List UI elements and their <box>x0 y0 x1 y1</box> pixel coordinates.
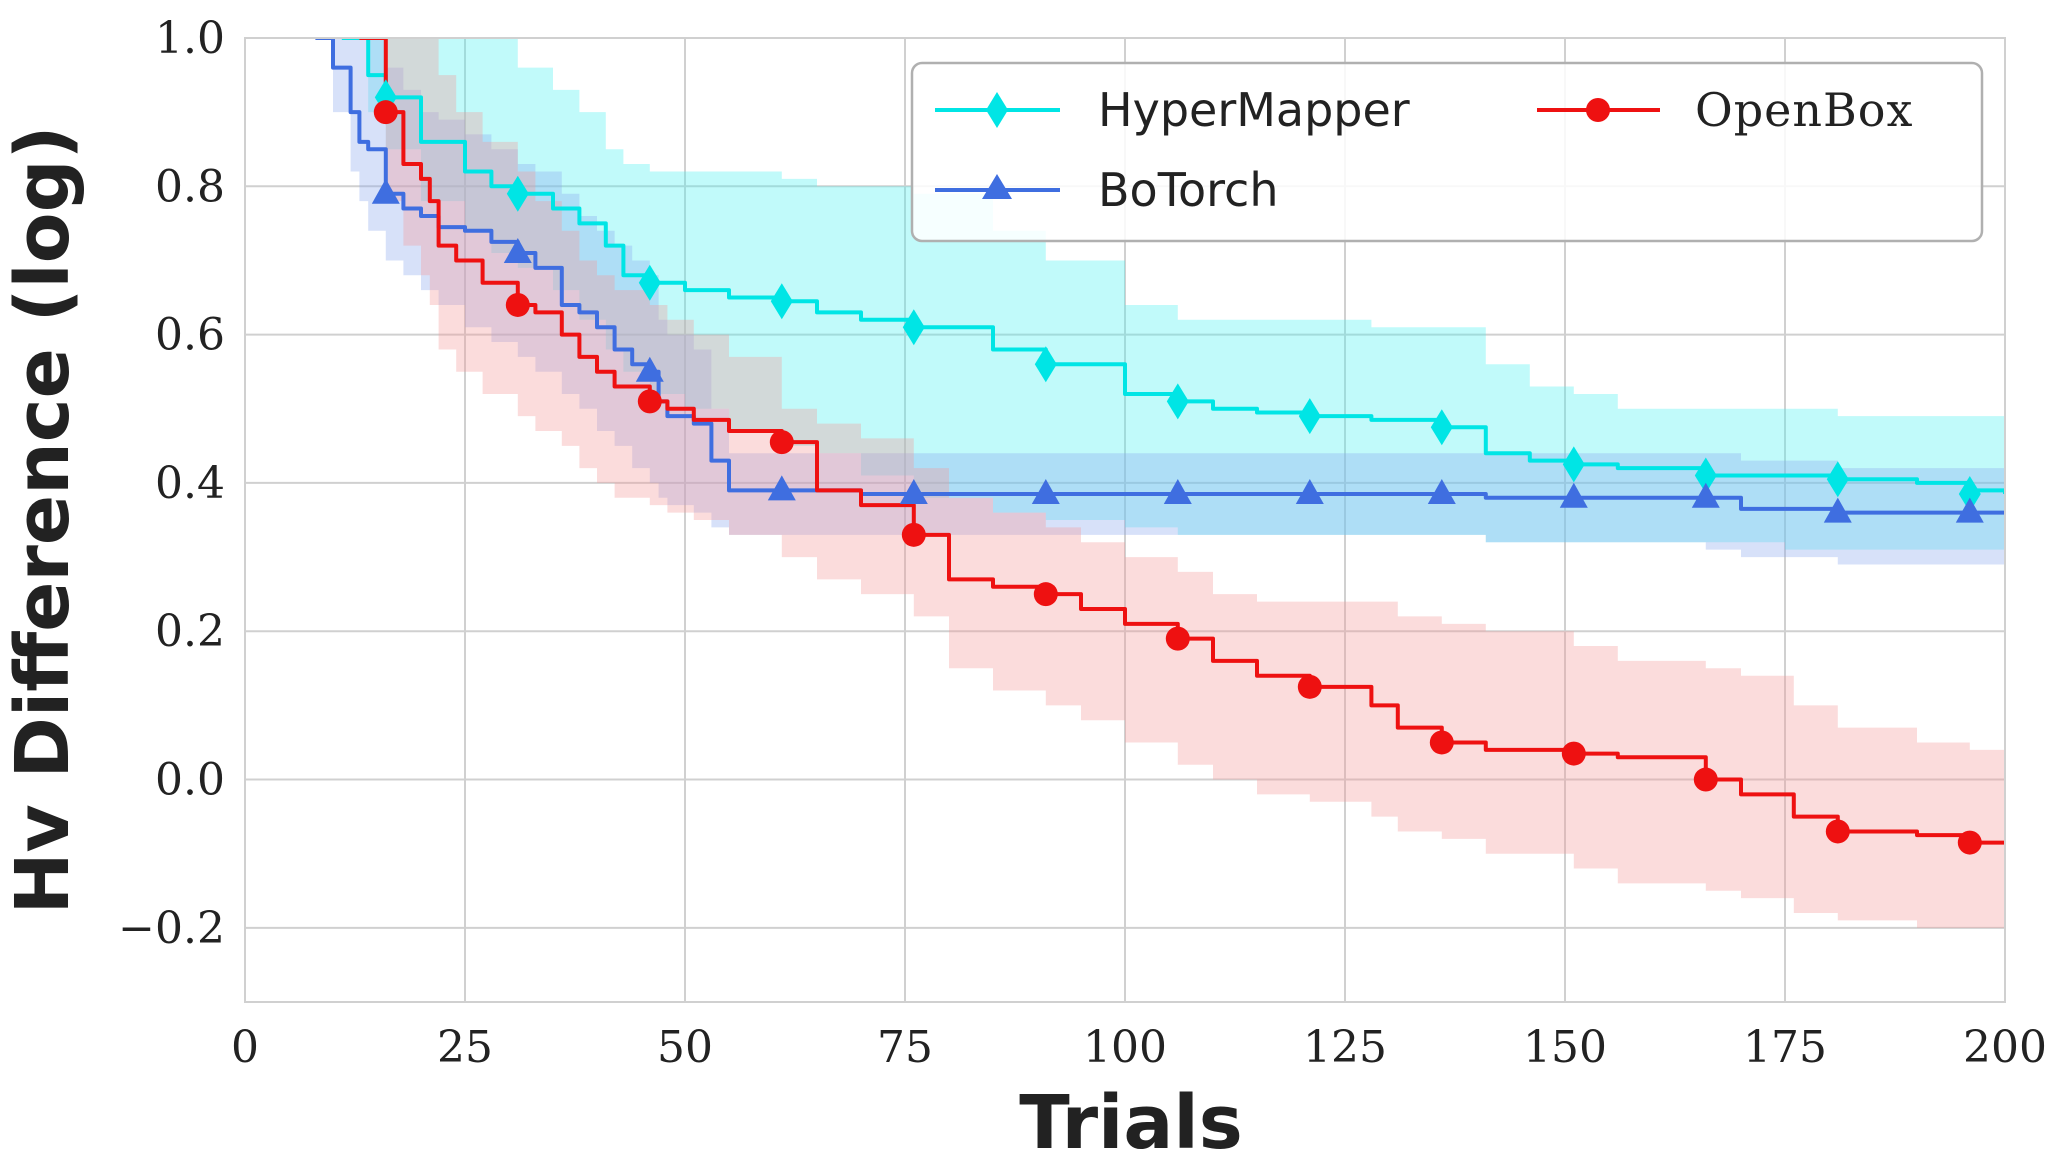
openbox-marker <box>637 389 662 414</box>
openbox-marker <box>1429 730 1454 755</box>
hypermapper-marker <box>902 309 925 346</box>
y-axis-title: Hv Difference (log) <box>0 126 86 915</box>
openbox-marker <box>901 522 926 547</box>
openbox-marker <box>1825 819 1850 844</box>
x-tick-label: 75 <box>877 1022 933 1073</box>
openbox-marker <box>1165 626 1190 651</box>
x-tick-label: 150 <box>1523 1022 1607 1073</box>
openbox-line <box>359 38 2005 845</box>
legend-label-botorch: BoTorch <box>1098 163 1278 217</box>
openbox-marker <box>1033 582 1058 607</box>
botorch-marker <box>1427 479 1456 505</box>
series-markers <box>371 79 1984 855</box>
y-tick-label: 1.0 <box>155 13 225 64</box>
openbox-marker <box>1297 674 1322 699</box>
openbox-marker <box>1957 830 1982 855</box>
hypermapper-marker <box>1166 383 1189 420</box>
x-axis-title: Trials <box>1019 1080 1243 1158</box>
legend-marker-openbox <box>1586 98 1610 122</box>
legend-label-hypermapper: HyperMapper <box>1098 83 1410 137</box>
y-tick-label: 0.8 <box>155 161 225 212</box>
botorch-marker <box>767 475 796 501</box>
x-tick-label: 50 <box>657 1022 713 1073</box>
botorch-marker <box>1691 482 1720 508</box>
x-tick-label: 0 <box>231 1022 259 1073</box>
x-tick-label: 125 <box>1303 1022 1387 1073</box>
x-tick-label: 25 <box>437 1022 493 1073</box>
legend: HyperMapper BoTorch OpenBox <box>910 61 1984 243</box>
plot-frame <box>244 37 2006 1003</box>
y-tick-label: 0.2 <box>155 606 225 657</box>
y-tick-label: 0.6 <box>155 310 225 361</box>
x-tick-label: 175 <box>1743 1022 1827 1073</box>
y-tick-label: 0.0 <box>155 755 225 806</box>
hypermapper-marker <box>1958 476 1981 513</box>
botorch-marker <box>371 178 400 204</box>
botorch-marker <box>1163 479 1192 505</box>
hypermapper-marker <box>1298 398 1321 435</box>
botorch-marker <box>1031 479 1060 505</box>
botorch-line <box>315 38 2005 515</box>
hypermapper-marker <box>1826 461 1849 498</box>
y-tick-labels: −0.2 0.0 0.2 0.4 0.6 0.8 1.0 <box>118 13 225 954</box>
hypermapper-marker <box>638 264 661 301</box>
y-tick-label: −0.2 <box>118 903 225 954</box>
legend-marker-botorch <box>982 174 1012 199</box>
botorch-marker <box>1559 482 1588 508</box>
hypermapper-marker <box>1694 457 1717 494</box>
legend-label-openbox: OpenBox <box>1695 83 1913 137</box>
x-tick-label: 200 <box>1963 1022 2047 1073</box>
botorch-marker <box>1295 479 1324 505</box>
legend-box <box>910 61 1984 243</box>
y-tick-label: 0.4 <box>155 458 225 509</box>
hypermapper-marker <box>770 283 793 320</box>
botorch-marker <box>1955 497 1984 523</box>
openbox-marker <box>505 292 530 317</box>
openbox-band <box>359 38 2005 928</box>
openbox-marker <box>1693 767 1718 792</box>
openbox-marker <box>769 430 794 455</box>
legend-marker-hypermapper <box>986 92 1008 128</box>
botorch-marker <box>635 356 664 382</box>
botorch-marker <box>1823 497 1852 523</box>
x-tick-labels: 0 25 50 75 100 125 150 175 200 <box>231 1022 2047 1073</box>
openbox-marker <box>373 100 398 125</box>
hypermapper-marker <box>506 175 529 212</box>
x-tick-label: 100 <box>1083 1022 1167 1073</box>
hypermapper-marker <box>1430 409 1453 446</box>
hypermapper-marker <box>1034 346 1057 383</box>
botorch-marker <box>899 479 928 505</box>
openbox-marker <box>1561 741 1586 766</box>
hypermapper-marker <box>1562 446 1585 483</box>
hypermapper-band <box>341 38 2005 550</box>
botorch-marker <box>503 238 532 264</box>
